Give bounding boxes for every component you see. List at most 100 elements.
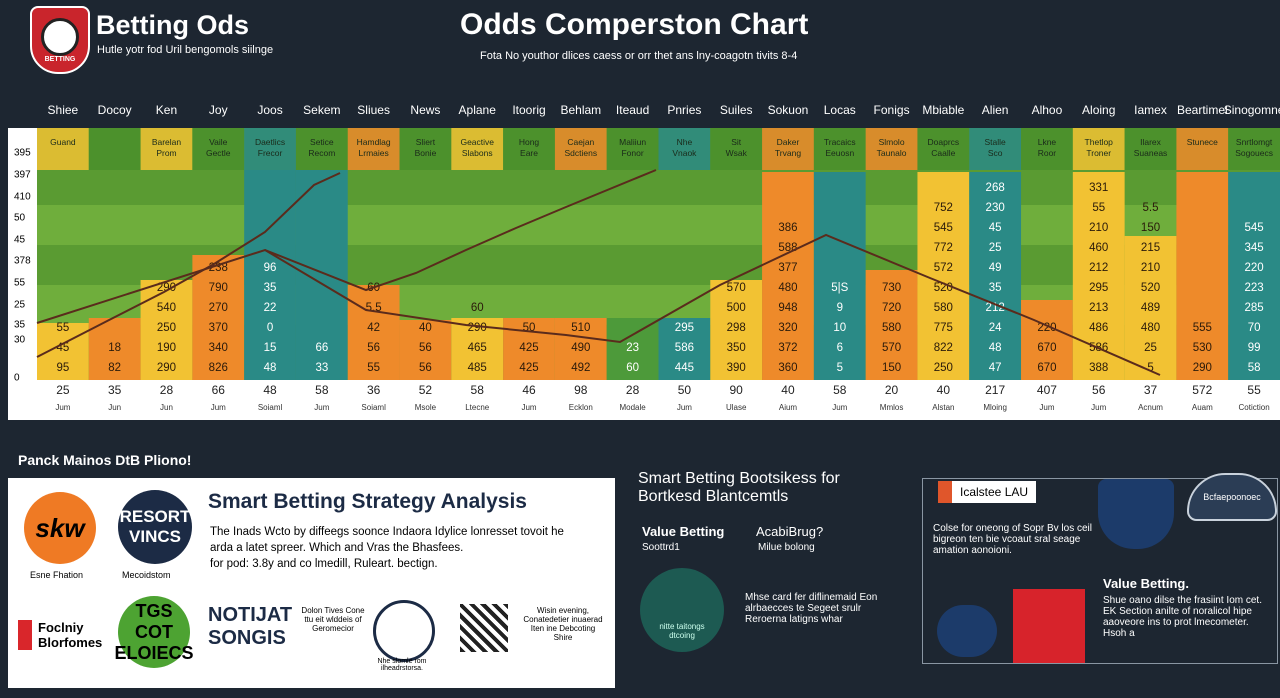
column-total: 20 <box>885 383 899 397</box>
cell-value: 790 <box>209 282 228 294</box>
column-header: Suiles <box>720 103 753 117</box>
cell-value: 465 <box>468 342 487 354</box>
column-sublabel: Sliert Bonie <box>415 137 437 158</box>
column-date: Jum <box>832 403 847 412</box>
cell-value: 270 <box>209 302 228 314</box>
column-date: Modale <box>619 403 646 412</box>
column-date: Jum <box>55 403 70 412</box>
column-sublabel: Snrtlomgt Sogouecs <box>1235 137 1273 158</box>
right-text: Colse for oneong of Sopr Bv los ceil big… <box>933 523 1092 556</box>
cell-value: 570 <box>882 342 901 354</box>
player-icon <box>937 605 997 657</box>
player-photo <box>1013 589 1085 663</box>
column-date: Acnum <box>1138 403 1163 412</box>
logo-circle: RESORT VINCS <box>118 490 192 564</box>
cell-value: 530 <box>1193 342 1212 354</box>
cell-value: 24 <box>989 322 1002 334</box>
column-bar <box>140 280 193 380</box>
column-sublabel: Sit Wsak <box>726 137 748 158</box>
cell-value: 520 <box>1141 282 1160 294</box>
shield: Bcfaepoonoec <box>1187 473 1277 521</box>
cell-value: 82 <box>108 362 121 374</box>
right-text: Shue oano dilse the frasiint Iom cet. EK… <box>1103 595 1262 639</box>
column-header: Alhoo <box>1032 103 1063 117</box>
cell-value: 285 <box>1245 302 1264 314</box>
column-date: Auam <box>1192 403 1213 412</box>
cell-value: 500 <box>727 302 746 314</box>
column-head <box>1228 128 1280 170</box>
cell-value: 70 <box>1248 322 1261 334</box>
column-header: Shiee <box>48 103 79 117</box>
column-header: Itoorig <box>512 103 545 117</box>
column-sublabel: Barelan Prom <box>152 137 182 158</box>
cell-value: 570 <box>727 282 746 294</box>
column-sublabel: Hamdlag Lrmaies <box>357 137 391 158</box>
column-header: Iteaud <box>616 103 649 117</box>
logo-caption: Mecoidstom <box>122 570 171 580</box>
right-subtitle: Value Betting. <box>1103 576 1189 591</box>
column-head <box>813 128 866 170</box>
note: Nhe slomle rom ilheadrstorsa. <box>377 658 427 672</box>
cell-value: 290 <box>157 282 176 294</box>
column-bar <box>1228 172 1280 380</box>
qr-icon <box>460 604 508 652</box>
column-head <box>192 128 245 170</box>
cell-value: 372 <box>778 342 797 354</box>
cell-value: 390 <box>727 362 746 374</box>
logo-text: Foclniy Blorfomes <box>18 620 134 650</box>
logo-circle: skw <box>24 492 96 564</box>
cell-value: 370 <box>209 322 228 334</box>
column-sublabel: Slmolo Taunalo <box>877 137 907 158</box>
cell-value: 9 <box>837 302 843 314</box>
y-label: 50 <box>14 213 26 224</box>
brand-title: Betting Ods <box>96 10 249 40</box>
column-head <box>865 128 918 170</box>
column-total: 46 <box>522 383 536 397</box>
column-header: Joos <box>257 103 282 117</box>
column-bar <box>762 172 814 380</box>
column-head <box>1176 128 1229 170</box>
column-bar <box>399 320 452 380</box>
column-sublabel: Stunece <box>1187 137 1218 147</box>
cell-value: 60 <box>626 362 639 374</box>
cell-value: 295 <box>675 322 694 334</box>
column-bar <box>865 270 918 380</box>
column-date: Mmlos <box>880 403 904 412</box>
cell-value: 5|S <box>831 282 848 294</box>
comparison-chart: ShieeGuand95455525JumDocoy821835JunKenBa… <box>8 103 1280 420</box>
cell-value: 460 <box>1089 242 1108 254</box>
column-total: 52 <box>419 383 433 397</box>
brand-tagline: Hutle yotr fod Uril bengomols siilnge <box>97 44 274 56</box>
cell-value: 230 <box>986 202 1005 214</box>
column-sublabel: Stalle Sco <box>985 137 1007 158</box>
column-head <box>347 128 400 170</box>
cell-value: 250 <box>934 362 953 374</box>
column-date: Aium <box>779 403 798 412</box>
logo-caption: Esne Fhation <box>30 570 84 580</box>
cell-value: 48 <box>989 342 1002 354</box>
column-bar <box>88 318 141 380</box>
column-bar <box>658 318 711 380</box>
logo-text: BETTING <box>44 56 76 63</box>
column-sublabel: Geactive Slabons <box>460 137 494 158</box>
column-bar <box>1072 172 1125 380</box>
column-date: Jum <box>1091 403 1106 412</box>
column-header: Beartimel <box>1177 103 1228 117</box>
cell-value: 752 <box>934 202 953 214</box>
paragraph-line: The Inads Wcto by diffeegs soonce Indaor… <box>210 526 564 538</box>
panel-title: Smart Betting Strategy Analysis <box>208 490 527 513</box>
cell-value: 49 <box>989 262 1002 274</box>
cell-value: 485 <box>468 362 487 374</box>
cell-value: 670 <box>1037 362 1056 374</box>
column-date: Jum <box>211 403 226 412</box>
cell-value: 212 <box>1089 262 1108 274</box>
cell-value: 210 <box>1141 262 1160 274</box>
column-total: 217 <box>985 383 1005 397</box>
cell-value: 486 <box>1089 322 1108 334</box>
column-date: Soiaml <box>258 403 283 412</box>
trend-line <box>264 233 1161 376</box>
column-sublabel: Tracaics Eeuosn <box>824 137 856 158</box>
cell-value: 290 <box>1193 362 1212 374</box>
column-total: 28 <box>626 383 640 397</box>
trend-line <box>36 172 341 358</box>
